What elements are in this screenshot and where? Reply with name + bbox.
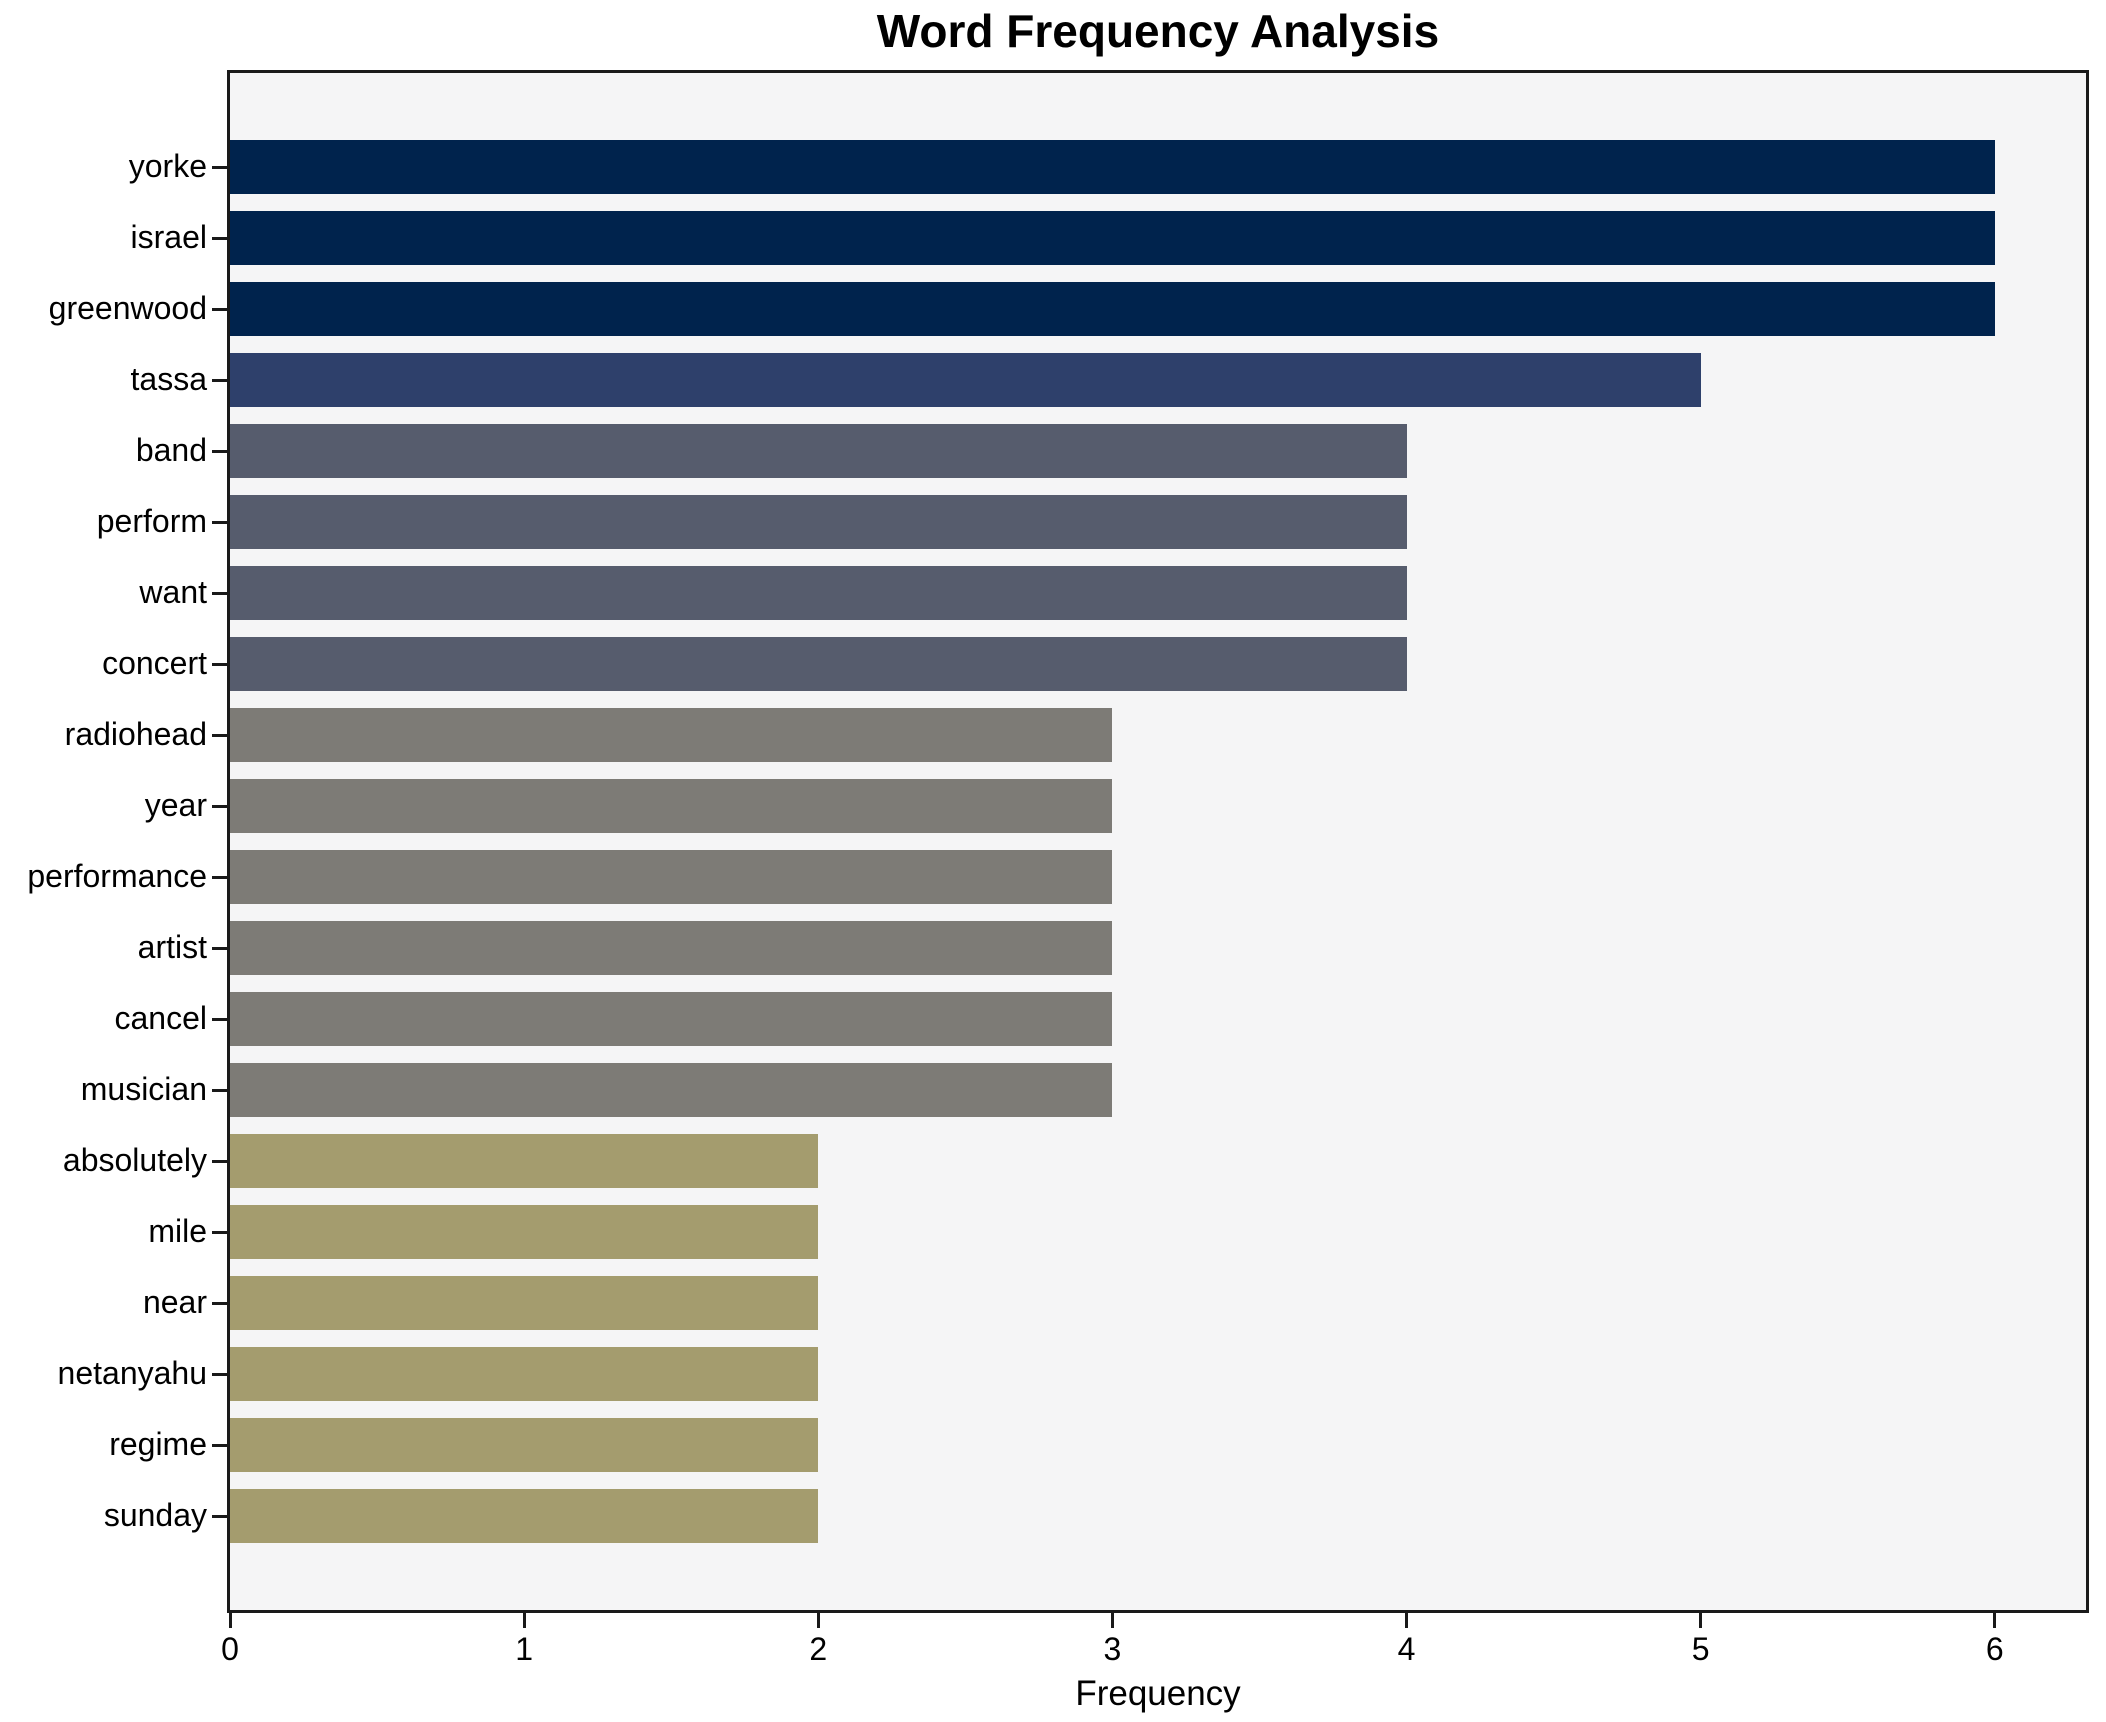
y-tick-mark xyxy=(212,875,227,879)
x-tick-label: 0 xyxy=(221,1631,239,1667)
y-tick-label: mile xyxy=(148,1212,207,1249)
y-tick-label: tassa xyxy=(130,360,207,397)
bar xyxy=(230,1063,1113,1117)
bar xyxy=(230,1276,819,1330)
y-tick-label: sunday xyxy=(103,1496,207,1533)
x-tick-mark xyxy=(1699,1613,1703,1628)
y-tick-label: musician xyxy=(80,1070,207,1107)
y-tick-label: radiohead xyxy=(64,715,207,752)
bar xyxy=(230,708,1113,762)
x-tick-mark xyxy=(522,1613,526,1628)
bar xyxy=(230,921,1113,975)
y-tick-mark xyxy=(212,1088,227,1092)
y-tick-mark xyxy=(212,378,227,382)
y-tick-mark xyxy=(212,449,227,453)
y-tick-label: want xyxy=(139,573,207,610)
bar xyxy=(230,140,1995,194)
y-tick-label: year xyxy=(144,786,207,823)
bar xyxy=(230,211,1995,265)
bar xyxy=(230,850,1113,904)
bar xyxy=(230,1205,819,1259)
y-tick-label: concert xyxy=(102,644,207,681)
y-tick-mark xyxy=(212,307,227,311)
x-tick-mark xyxy=(816,1613,820,1628)
x-tick-label: 5 xyxy=(1691,1631,1710,1667)
y-tick-label: cancel xyxy=(114,999,208,1036)
y-tick-mark xyxy=(212,591,227,595)
y-tick-mark xyxy=(212,804,227,808)
y-tick-mark xyxy=(212,946,227,950)
y-tick-label: yorke xyxy=(128,147,207,184)
bar xyxy=(230,424,1407,478)
x-tick-label: 3 xyxy=(1103,1631,1122,1667)
x-tick-label: 1 xyxy=(515,1631,534,1667)
y-axis: yorke israel greenwood tassa band perform want… xyxy=(0,73,227,1610)
y-tick-label: regime xyxy=(109,1425,207,1462)
y-tick-mark xyxy=(212,520,227,524)
y-tick-mark xyxy=(212,1514,227,1518)
y-tick-label: performance xyxy=(27,857,207,894)
plot-bars xyxy=(230,73,2086,1610)
y-tick-mark xyxy=(212,1301,227,1305)
y-tick-mark xyxy=(212,1017,227,1021)
y-tick-mark xyxy=(212,1443,227,1447)
bar xyxy=(230,1489,819,1543)
x-tick-mark xyxy=(1110,1613,1114,1628)
chart-title: Word Frequency Analysis xyxy=(876,5,1440,57)
x-tick-mark xyxy=(1993,1613,1997,1628)
y-tick-mark xyxy=(212,662,227,666)
x-tick-label: 2 xyxy=(809,1631,828,1667)
y-tick-label: greenwood xyxy=(48,289,207,326)
y-tick-mark xyxy=(212,733,227,737)
x-tick-label: 6 xyxy=(1985,1631,2004,1667)
bar xyxy=(230,495,1407,549)
bar xyxy=(230,992,1113,1046)
y-tick-label: israel xyxy=(130,218,207,255)
bar xyxy=(230,1418,819,1472)
x-tick-mark xyxy=(1405,1613,1409,1628)
bar xyxy=(230,779,1113,833)
bar xyxy=(230,566,1407,620)
y-tick-mark xyxy=(212,236,227,240)
y-tick-mark xyxy=(212,1230,227,1234)
x-tick-label: 4 xyxy=(1397,1631,1416,1667)
bar xyxy=(230,353,1701,407)
y-tick-label: near xyxy=(142,1283,207,1320)
y-tick-label: perform xyxy=(96,502,207,539)
bar xyxy=(230,1347,819,1401)
y-tick-label: netanyahu xyxy=(57,1354,207,1391)
y-tick-mark xyxy=(212,1372,227,1376)
y-tick-label: absolutely xyxy=(62,1141,207,1178)
y-tick-mark xyxy=(212,165,227,169)
y-tick-mark xyxy=(212,1159,227,1163)
y-tick-label: artist xyxy=(137,928,207,965)
bar xyxy=(230,637,1407,691)
bar xyxy=(230,282,1995,336)
x-axis: 0 1 2 3 4 5 6 xyxy=(221,1613,2086,1683)
y-tick-label: band xyxy=(135,431,207,468)
bar xyxy=(230,1134,819,1188)
x-tick-mark xyxy=(228,1613,232,1628)
x-axis-label: Frequency xyxy=(1075,1674,1241,1713)
